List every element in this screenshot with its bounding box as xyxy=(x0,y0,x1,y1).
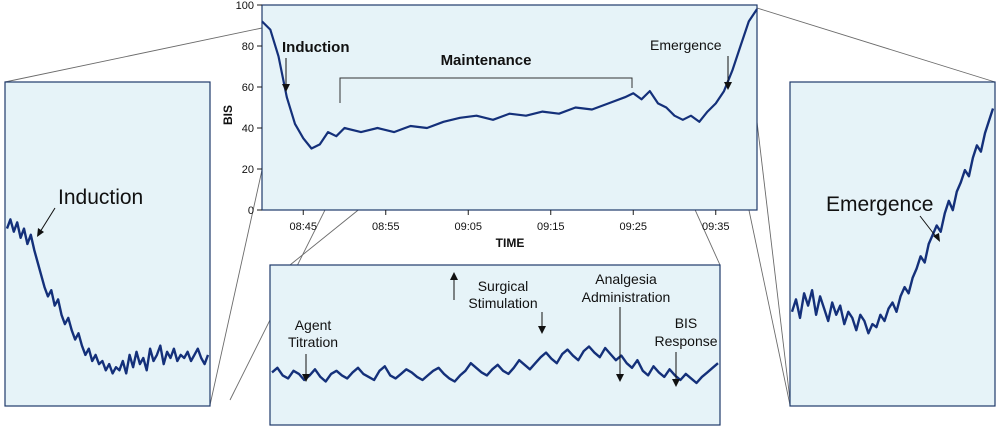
main-y-tick-label: 80 xyxy=(242,41,254,53)
annotation-maintenance: Maintenance xyxy=(441,52,532,69)
induction-zoom-series-line xyxy=(5,218,210,375)
main-y-tick-label: 60 xyxy=(242,82,254,94)
main-x-tick-label: 09:05 xyxy=(454,221,482,233)
main-x-ticks: 08:45 08:55 09:05 09:15 09:25 09:35 xyxy=(289,210,730,233)
main-x-axis-label: TIME xyxy=(496,236,525,250)
emergence-zoom-panel: Emergence xyxy=(789,81,996,407)
annotation-analgesia-administration: Analgesia Administration xyxy=(582,271,671,305)
arrowhead-up-indicator xyxy=(450,272,458,280)
main-x-tick-label: 09:25 xyxy=(619,221,647,233)
main-y-ticks: 0 20 40 60 80 100 xyxy=(236,0,262,217)
maintenance-zoom-frame xyxy=(269,264,721,426)
main-y-tick-label: 100 xyxy=(236,0,254,12)
arrowhead-induction-main xyxy=(282,84,290,92)
arrowhead-analgesia-administration xyxy=(616,374,624,382)
annotation-induction-zoom: Induction xyxy=(58,186,143,209)
connector-emergence-mid xyxy=(754,104,791,401)
main-y-tick-label: 20 xyxy=(242,164,254,176)
annotation-agent-titration: Agent Titration xyxy=(288,317,338,350)
arrowhead-agent-titration xyxy=(302,374,310,382)
connector-emergence-top xyxy=(756,7,996,83)
maintenance-zoom-panel: Agent Titration Surgical Stimulation Analg… xyxy=(269,264,721,426)
annotation-surgical-stimulation: Surgical Stimulation xyxy=(468,278,537,311)
emergence-zoom-frame xyxy=(789,81,996,407)
induction-zoom-panel: Induction xyxy=(4,81,211,407)
arrowhead-emergence-main xyxy=(724,82,732,90)
arrowhead-surgical-stimulation xyxy=(538,326,546,334)
arrow-emergence-zoom xyxy=(919,215,938,239)
connector-induction-top xyxy=(4,27,263,83)
maintenance-zoom-series-line xyxy=(271,345,719,385)
main-y-tick-label: 0 xyxy=(248,205,254,217)
main-y-tick-label: 40 xyxy=(242,123,254,135)
annotation-emergence-main: Emergence xyxy=(650,37,722,53)
main-x-tick-label: 09:35 xyxy=(702,221,730,233)
main-plot-area xyxy=(261,4,758,211)
emergence-zoom-series-line xyxy=(790,108,995,335)
annotation-induction-main: Induction xyxy=(282,39,350,56)
main-x-tick-label: 08:55 xyxy=(372,221,400,233)
arrowhead-emergence-zoom xyxy=(933,233,940,242)
main-x-tick-label: 09:15 xyxy=(537,221,565,233)
main-y-axis-label: BIS xyxy=(221,105,235,125)
arrowhead-bis-response xyxy=(672,379,680,387)
main-bis-series-line xyxy=(261,8,758,150)
main-chart: 0 20 40 60 80 100 08:45 08:55 09:05 09:15 09:25 09… xyxy=(221,0,758,250)
annotation-bis-response: BIS Response xyxy=(654,315,717,349)
arrow-induction-zoom xyxy=(39,207,56,233)
connector-induction-bottom xyxy=(209,169,263,406)
arrowhead-induction-zoom xyxy=(37,228,44,237)
annotation-emergence-zoom: Emergence xyxy=(826,193,933,216)
main-x-tick-label: 08:45 xyxy=(289,221,317,233)
maintenance-bracket xyxy=(339,77,633,103)
